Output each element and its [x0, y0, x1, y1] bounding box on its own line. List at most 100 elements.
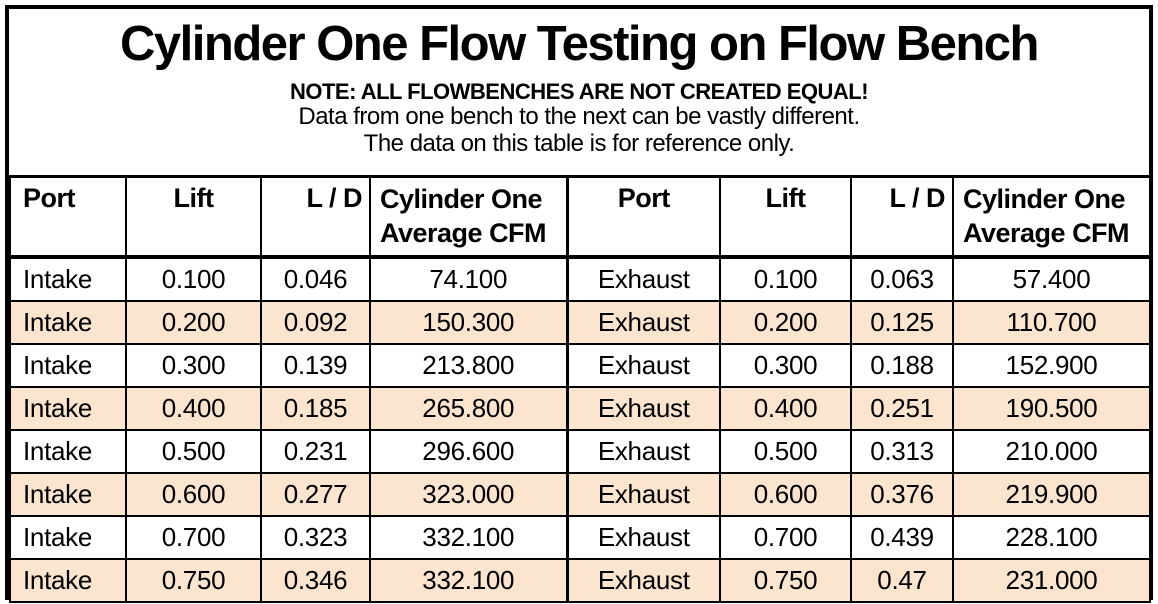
table-header: Port Lift L / D Cylinder One Average CFM…	[9, 175, 1151, 259]
table-cell: 0.300	[719, 343, 852, 388]
table-cell: 210.000	[952, 429, 1151, 474]
table-cell: 296.600	[369, 429, 569, 474]
table-cell: 231.000	[952, 558, 1151, 603]
table-cell: 0.200	[719, 300, 852, 345]
table-cell: 0.600	[125, 472, 262, 517]
table-cell: Intake	[9, 472, 127, 517]
table-cell: 0.313	[850, 429, 954, 474]
table-cell: 0.063	[850, 256, 954, 302]
table-cell: 0.400	[125, 386, 262, 431]
header-ld-intake: L / D	[260, 175, 371, 259]
table-cell: Intake	[9, 386, 127, 431]
flow-table: Port Lift L / D Cylinder One Average CFM…	[9, 175, 1151, 603]
header-lift-intake: Lift	[125, 175, 262, 259]
table-cell: Exhaust	[566, 429, 721, 474]
table-cell: 0.277	[260, 472, 371, 517]
table-cell: 57.400	[952, 256, 1151, 302]
table-cell: 0.47	[850, 558, 954, 603]
table-cell: 219.900	[952, 472, 1151, 517]
note-line-3: The data on this table is for reference …	[363, 130, 795, 158]
table-cell: 0.439	[850, 515, 954, 560]
table-cell: 213.800	[369, 343, 569, 388]
header-port-exhaust: Port	[566, 175, 721, 259]
header-label-line1: Cylinder One	[963, 184, 1126, 214]
table-cell: 0.100	[719, 256, 852, 302]
table-cell: 0.092	[260, 300, 371, 345]
table-cell: 0.750	[125, 558, 262, 603]
table-body: Intake 0.100 0.046 74.100 Exhaust 0.100 0.063 5…	[9, 256, 1151, 603]
table-cell: Exhaust	[566, 515, 721, 560]
table-row: Intake 0.100 0.046 74.100 Exhaust 0.100 0.063 5…	[9, 256, 1151, 302]
table-cell: 110.700	[952, 300, 1151, 345]
table-cell: 0.500	[125, 429, 262, 474]
header-lift-exhaust: Lift	[719, 175, 852, 259]
table-cell: 332.100	[369, 558, 569, 603]
table-cell: 0.323	[260, 515, 371, 560]
header-label: Port	[23, 183, 76, 213]
table-cell: 0.600	[719, 472, 852, 517]
table-cell: Exhaust	[566, 343, 721, 388]
note-line-2: Data from one bench to the next can be v…	[298, 103, 860, 131]
table-cell: 0.200	[125, 300, 262, 345]
table-cell: 323.000	[369, 472, 569, 517]
table-cell: 0.376	[850, 472, 954, 517]
table-cell: Intake	[9, 343, 127, 388]
table-cell: 190.500	[952, 386, 1151, 431]
table-cell: 0.700	[125, 515, 262, 560]
table-row: Intake 0.500 0.231 296.600 Exhaust 0.500 0.313…	[9, 429, 1151, 474]
table-cell: Exhaust	[566, 256, 721, 302]
table-cell: Intake	[9, 300, 127, 345]
table-row: Intake 0.400 0.185 265.800 Exhaust 0.400 0.251…	[9, 386, 1151, 431]
table-cell: Exhaust	[566, 386, 721, 431]
table-cell: 0.400	[719, 386, 852, 431]
table-cell: Intake	[9, 429, 127, 474]
table-row: Intake 0.200 0.092 150.300 Exhaust 0.200 0.125…	[9, 300, 1151, 345]
table-cell: 0.300	[125, 343, 262, 388]
table-row: Intake 0.700 0.323 332.100 Exhaust 0.700 0.439…	[9, 515, 1151, 560]
note-line-1: NOTE: ALL FLOWBENCHES ARE NOT CREATED EQ…	[289, 78, 869, 104]
header-label-line1: Cylinder One	[380, 184, 543, 214]
table-cell: 0.125	[850, 300, 954, 345]
table-cell: Exhaust	[566, 472, 721, 517]
header-port-intake: Port	[9, 175, 127, 259]
table-cell: 74.100	[369, 256, 569, 302]
table-cell: 152.900	[952, 343, 1151, 388]
table-cell: 0.231	[260, 429, 371, 474]
table-cell: 150.300	[369, 300, 569, 345]
header-label: L / D	[889, 183, 945, 213]
title-block: Cylinder One Flow Testing on Flow Bench …	[9, 9, 1149, 175]
header-ld-exhaust: L / D	[850, 175, 954, 259]
table-row: Intake 0.600 0.277 323.000 Exhaust 0.600 0.376…	[9, 472, 1151, 517]
table-cell: 0.046	[260, 256, 371, 302]
table-cell: 0.188	[850, 343, 954, 388]
table-cell: 332.100	[369, 515, 569, 560]
header-cfm-intake: Cylinder One Average CFM	[369, 175, 569, 259]
header-cfm-exhaust: Cylinder One Average CFM	[952, 175, 1151, 259]
table-cell: 0.346	[260, 558, 371, 603]
table-cell: 0.139	[260, 343, 371, 388]
table-cell: 0.251	[850, 386, 954, 431]
header-label-line2: Average CFM	[963, 217, 1130, 248]
table-cell: Intake	[9, 256, 127, 302]
table-cell: Exhaust	[566, 300, 721, 345]
header-label: Lift	[765, 183, 806, 213]
header-label: L / D	[306, 183, 362, 213]
table-cell: 0.700	[719, 515, 852, 560]
header-label: Port	[617, 183, 671, 213]
table-cell: 228.100	[952, 515, 1151, 560]
table-cell: 0.500	[719, 429, 852, 474]
table-cell: 265.800	[369, 386, 569, 431]
page-title: Cylinder One Flow Testing on Flow Bench	[120, 17, 1039, 71]
table-row: Intake 0.750 0.346 332.100 Exhaust 0.750 0.47 2…	[9, 558, 1151, 603]
table-cell: 0.750	[719, 558, 852, 603]
table-cell: Intake	[9, 558, 127, 603]
table-row: Intake 0.300 0.139 213.800 Exhaust 0.300 0.188…	[9, 343, 1151, 388]
header-label: Lift	[173, 183, 214, 213]
outer-frame: Cylinder One Flow Testing on Flow Bench …	[5, 5, 1153, 603]
header-row: Port Lift L / D Cylinder One Average CFM…	[9, 175, 1151, 259]
table-cell: Exhaust	[566, 558, 721, 603]
table-cell: 0.185	[260, 386, 371, 431]
header-label-line2: Average CFM	[380, 217, 547, 248]
table-cell: 0.100	[125, 256, 262, 302]
